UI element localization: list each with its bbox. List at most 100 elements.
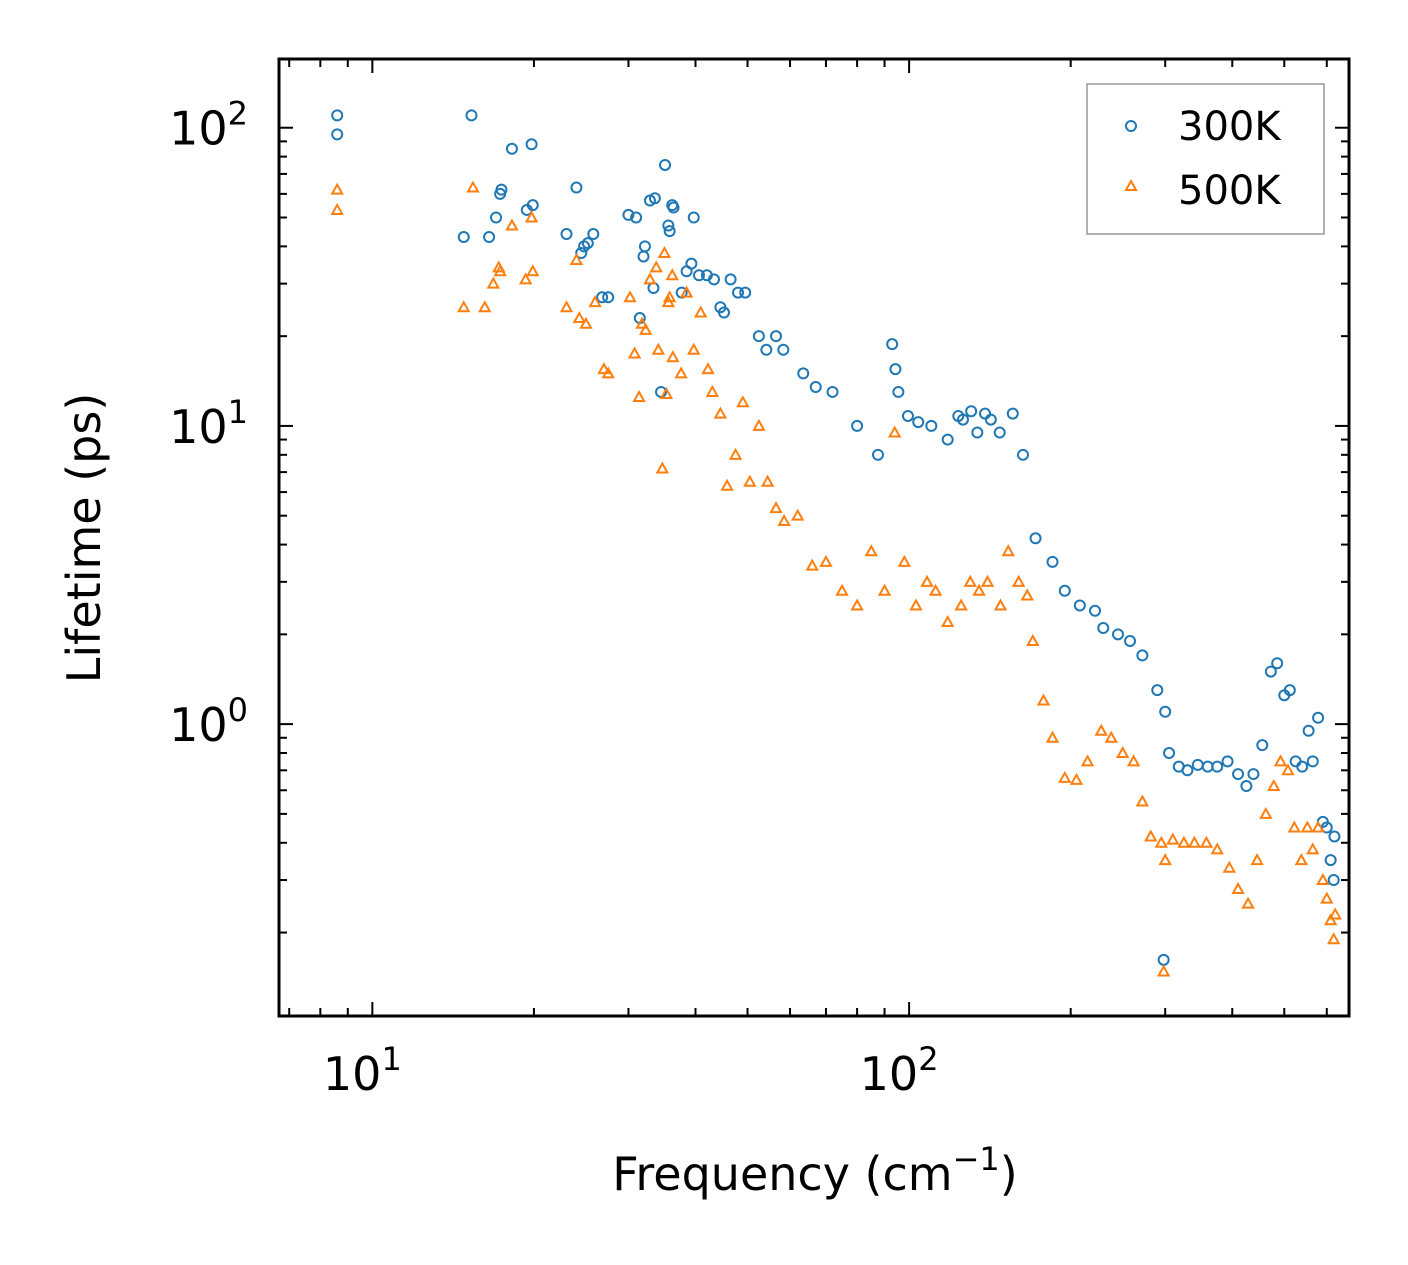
data-point-500k	[1250, 853, 1264, 866]
data-point-300k	[575, 247, 588, 260]
data-point-500k	[864, 544, 878, 557]
data-point-300k	[525, 138, 538, 151]
data-point-500k	[897, 554, 912, 567]
data-point-500k	[627, 346, 642, 359]
data-point-500k	[980, 574, 995, 587]
data-point-300k	[993, 426, 1006, 439]
data-point-500k	[1222, 860, 1237, 873]
data-point-300k	[659, 158, 672, 171]
data-point-300k	[637, 250, 650, 263]
data-point-300k	[1221, 755, 1234, 768]
data-point-500k	[705, 384, 720, 397]
data-point-300k	[925, 419, 938, 432]
data-point-300k	[956, 413, 969, 426]
data-point-300k	[560, 228, 573, 241]
data-point-500k	[1166, 832, 1180, 845]
data-point-500k	[805, 558, 819, 571]
data-point-500k	[1328, 907, 1342, 920]
data-point-500k	[1156, 964, 1171, 977]
data-point-300k	[663, 225, 676, 238]
data-point-500k	[877, 583, 892, 596]
data-point-300k	[871, 448, 884, 461]
data-point-500k	[1144, 829, 1158, 842]
x-axis-title: Frequency (cm−1)	[612, 1140, 1017, 1201]
data-point-500k	[1210, 842, 1224, 855]
data-point-500k	[679, 285, 694, 298]
data-point-300k	[1240, 780, 1253, 793]
data-point-500k	[940, 614, 955, 628]
series-300k	[331, 109, 1341, 966]
data-point-300k	[483, 231, 496, 244]
data-point-500k	[1199, 835, 1214, 848]
data-point-500k	[972, 583, 986, 596]
data-point-500k	[597, 362, 611, 375]
data-point-300k	[1136, 649, 1149, 662]
data-point-500k	[493, 264, 507, 277]
y-tick-label: 101	[169, 393, 248, 454]
data-point-300k	[892, 385, 905, 398]
data-point-500k	[579, 316, 593, 329]
data-point-300k	[826, 385, 839, 398]
data-point-300k	[1211, 760, 1224, 773]
data-point-500k	[655, 461, 670, 474]
data-point-300k	[1191, 758, 1204, 771]
data-point-500k	[657, 245, 672, 259]
series-500k	[330, 180, 1342, 977]
x-tick-label: 101	[323, 1040, 402, 1101]
data-point-300k	[1302, 724, 1315, 737]
data-point-500k	[819, 554, 833, 567]
data-point-500k	[330, 182, 344, 195]
data-point-500k	[1259, 806, 1273, 819]
data-point-300k	[777, 343, 790, 356]
data-point-500k	[760, 474, 775, 487]
data-point-500k	[713, 406, 728, 419]
data-point-300k	[1324, 854, 1337, 867]
data-point-500k	[701, 362, 715, 375]
data-point-300k	[752, 330, 765, 343]
data-point-300k	[587, 228, 600, 241]
data-point-300k	[647, 282, 660, 295]
data-point-500k	[486, 276, 500, 289]
data-point-500k	[1300, 820, 1315, 833]
data-point-500k	[777, 513, 791, 526]
data-point-300k	[1124, 634, 1137, 647]
data-point-300k	[1289, 755, 1302, 768]
data-point-300k	[1306, 755, 1319, 768]
data-point-500k	[993, 598, 1008, 611]
data-point-500k	[752, 418, 766, 431]
data-point-500k	[954, 598, 968, 611]
legend-marker-500k	[1124, 178, 1138, 191]
data-point-300k	[886, 338, 899, 351]
data-point-500k	[693, 305, 708, 318]
data-point-500k	[1320, 891, 1334, 904]
data-point-500k	[1026, 633, 1040, 646]
data-point-300k	[685, 257, 698, 270]
data-point-500k	[1154, 835, 1168, 848]
data-point-500k	[1126, 754, 1141, 767]
data-points	[330, 109, 1342, 977]
data-point-500k	[666, 350, 680, 363]
data-point-500k	[920, 574, 934, 587]
data-point-300k	[1264, 665, 1277, 678]
data-point-300k	[1006, 407, 1019, 420]
data-point-300k	[1296, 760, 1309, 773]
data-point-500k	[1287, 820, 1302, 833]
data-point-500k	[909, 598, 923, 611]
data-point-300k	[505, 142, 518, 155]
data-point-300k	[1073, 599, 1086, 612]
data-point-300k	[662, 219, 675, 232]
legend-box	[1086, 83, 1325, 235]
data-point-300k	[526, 199, 539, 212]
data-point-500k	[559, 300, 574, 313]
data-point-500k	[1177, 835, 1191, 848]
y-tick-label: 102	[169, 95, 248, 156]
data-point-500k	[928, 583, 943, 596]
data-point-500k	[524, 210, 539, 223]
data-point-300k	[602, 291, 615, 304]
data-point-500k	[1158, 853, 1172, 866]
data-point-500k	[1116, 745, 1130, 759]
data-point-500k	[518, 272, 533, 285]
data-point-300k	[1046, 555, 1059, 568]
data-point-500k	[505, 218, 519, 231]
